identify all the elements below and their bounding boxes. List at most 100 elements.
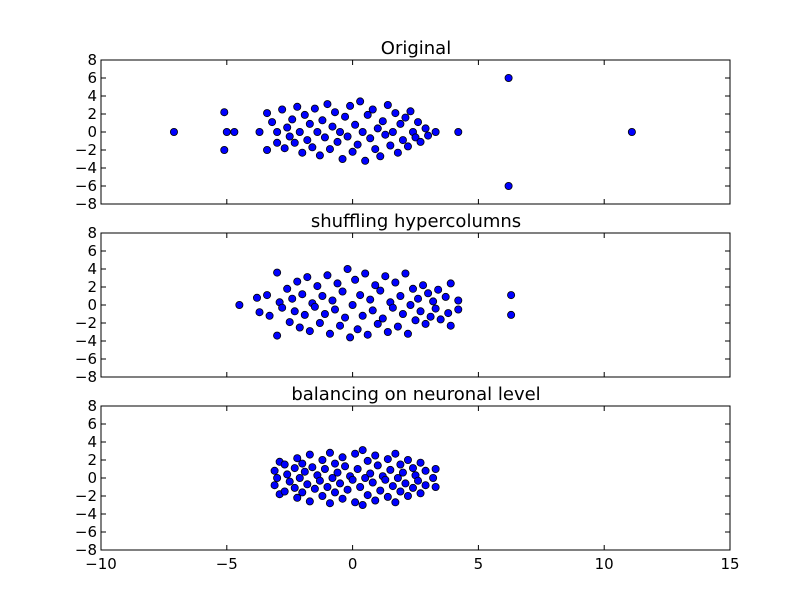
data-point [391,498,400,507]
data-point [305,497,314,506]
y-tick-label: −2 [75,487,97,505]
data-point [263,109,272,118]
data-point [293,102,302,111]
y-tick-label: 6 [87,415,97,433]
data-point [396,487,405,496]
data-point [383,101,392,110]
data-point [348,147,357,156]
data-point [361,269,370,278]
data-point [403,142,412,151]
data-point [288,115,297,124]
data-point [403,329,412,338]
data-point [318,455,327,464]
data-point [446,321,455,330]
data-point [388,127,397,136]
data-point [285,132,294,141]
data-point [358,127,367,136]
data-point [346,333,355,342]
data-point [441,292,450,301]
data-point [315,318,324,327]
data-point [403,455,412,464]
data-point [356,97,365,106]
data-point [278,105,287,114]
data-point [363,491,372,500]
data-point [318,116,327,125]
subplot-balancing-on-neuronal-level: balancing on neuronal level 86420−2−4−6−… [75,384,740,573]
data-point [338,494,347,503]
x-tick-label: −10 [85,555,117,573]
data-point [343,132,352,141]
y-tick-label: 0 [87,469,97,487]
data-point [504,74,513,83]
data-point [421,481,430,490]
data-point [298,488,307,497]
data-point [255,127,264,136]
data-point [318,291,327,300]
data-point [330,488,339,497]
data-point [386,465,395,474]
data-point [378,314,387,323]
y-tick-label: 2 [87,278,97,296]
data-point [381,272,390,281]
data-point [263,291,272,300]
data-point [373,319,382,328]
data-point [283,470,292,479]
points-layer [270,446,440,509]
data-point [416,137,425,146]
y-tick-label: 6 [87,242,97,260]
data-point [371,496,380,505]
data-point [300,110,309,119]
data-point [507,310,516,319]
data-point [393,148,402,157]
data-point [371,281,380,290]
data-point [288,294,297,303]
data-point [414,118,423,127]
data-point [273,473,282,482]
data-point [320,464,329,473]
data-point [353,140,362,149]
data-point [293,277,302,286]
data-point [424,131,433,140]
data-point [298,148,307,157]
data-point [393,322,402,331]
data-point [444,309,453,318]
data-point [414,294,423,303]
data-point [230,127,239,136]
data-point [396,119,405,128]
data-point [391,278,400,287]
data-point [386,141,395,150]
data-point [431,464,440,473]
data-point [381,475,390,484]
y-tick-label: 8 [87,397,97,415]
data-point [298,459,307,468]
data-point [376,152,385,161]
x-tick-label: −5 [216,555,238,573]
data-point [283,284,292,293]
data-point [315,151,324,160]
y-tick-label: 4 [87,87,97,105]
y-tick-label: −6 [75,177,97,195]
data-point [366,295,375,304]
data-point [416,307,425,316]
data-point [396,460,405,469]
data-point [270,481,279,490]
data-point [504,181,513,190]
data-point [220,108,229,117]
data-point [348,300,357,309]
data-point [391,109,400,118]
y-tick-label: 6 [87,69,97,87]
data-point [454,296,463,305]
y-tick-label: 4 [87,433,97,451]
data-point [383,327,392,336]
data-point [358,446,367,455]
data-point [270,466,279,475]
data-point [408,284,417,293]
data-point [305,119,314,128]
data-point [398,309,407,318]
data-point [376,486,385,495]
x-tick-label: 15 [720,555,739,573]
data-point [358,311,367,320]
